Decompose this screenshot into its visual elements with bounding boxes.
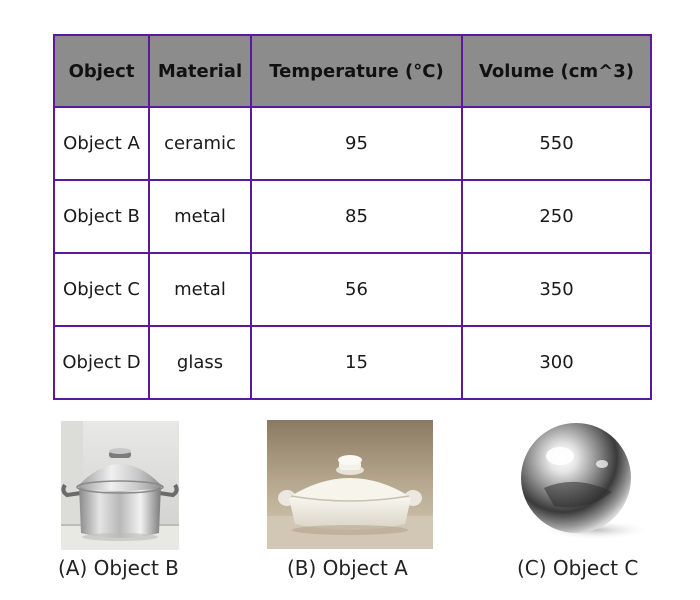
cell-material: glass bbox=[148, 325, 252, 400]
header-material: Material bbox=[148, 34, 252, 108]
cell-temperature: 56 bbox=[250, 252, 463, 327]
cell-volume: 300 bbox=[461, 325, 652, 400]
header-object: Object bbox=[53, 34, 150, 108]
data-table: Object Material Temperature (°C) Volume … bbox=[53, 34, 652, 400]
caption-a: (A) Object B bbox=[58, 556, 179, 580]
table-row: Object B metal 85 250 bbox=[53, 179, 652, 254]
cell-material: metal bbox=[148, 252, 252, 327]
cell-object: Object B bbox=[53, 179, 150, 254]
header-temperature: Temperature (°C) bbox=[250, 34, 463, 108]
cell-temperature: 95 bbox=[250, 106, 463, 181]
cell-volume: 550 bbox=[461, 106, 652, 181]
cell-volume: 350 bbox=[461, 252, 652, 327]
cell-temperature: 85 bbox=[250, 179, 463, 254]
cell-temperature: 15 bbox=[250, 325, 463, 400]
table-row: Object A ceramic 95 550 bbox=[53, 106, 652, 181]
table-header-row: Object Material Temperature (°C) Volume … bbox=[53, 34, 652, 108]
steel-pot-photo bbox=[61, 421, 179, 550]
cell-object: Object A bbox=[53, 106, 150, 181]
table-row: Object C metal 56 350 bbox=[53, 252, 652, 327]
caption-b: (B) Object A bbox=[287, 556, 408, 580]
cell-material: metal bbox=[148, 179, 252, 254]
ceramic-pot-photo bbox=[267, 420, 433, 549]
cell-material: ceramic bbox=[148, 106, 252, 181]
metal-sphere-photo bbox=[516, 420, 652, 544]
caption-c: (C) Object C bbox=[517, 556, 639, 580]
cell-object: Object D bbox=[53, 325, 150, 400]
cell-volume: 250 bbox=[461, 179, 652, 254]
header-volume: Volume (cm^3) bbox=[461, 34, 652, 108]
table-row: Object D glass 15 300 bbox=[53, 325, 652, 400]
cell-object: Object C bbox=[53, 252, 150, 327]
